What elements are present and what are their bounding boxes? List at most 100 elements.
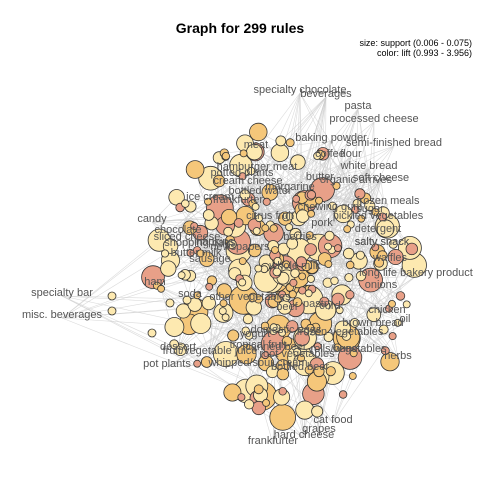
item-label: potted plants — [211, 167, 274, 179]
rule-node — [237, 393, 246, 402]
item-label: baking powder — [295, 132, 367, 144]
rule-node — [251, 202, 260, 211]
item-label: frozen vegetables — [297, 326, 384, 338]
item-label: butter — [306, 171, 334, 183]
rule-node — [364, 200, 376, 212]
rule-node — [260, 321, 270, 331]
rule-node — [249, 122, 268, 142]
rule-node — [227, 329, 240, 342]
rule-node — [343, 247, 355, 260]
item-label: long life bakery product — [359, 267, 473, 279]
rule-node — [294, 330, 310, 347]
rule-node — [278, 328, 287, 337]
item-label: soda — [178, 288, 203, 300]
rule-node — [388, 332, 397, 341]
rule-node — [253, 384, 264, 395]
rule-node — [304, 243, 318, 256]
item-label: bottled water — [229, 185, 292, 197]
item-label: canned beer — [245, 341, 306, 353]
item-label: meat — [244, 139, 268, 151]
figure-title: Graph for 299 rules — [175, 20, 305, 36]
rule-node — [290, 154, 306, 170]
item-label: flour — [340, 148, 362, 160]
rule-node — [298, 272, 307, 281]
item-label: bottled beer — [271, 361, 329, 373]
item-label: curd — [319, 300, 340, 312]
rule-node — [252, 227, 261, 235]
rule-node — [186, 248, 195, 257]
rule-node — [238, 172, 247, 181]
legend-size-text: size: support (0.006 - 0.075) — [359, 38, 472, 48]
rule-node — [164, 317, 185, 337]
item-label: specialty bar — [31, 287, 93, 299]
item-label: margarine — [265, 181, 315, 193]
rule-node — [324, 230, 335, 241]
rule-node — [296, 354, 305, 363]
rule-node — [325, 366, 336, 377]
rule-node — [319, 296, 330, 307]
rule-node — [344, 273, 354, 283]
rule-edge — [280, 96, 327, 142]
rule-node — [285, 212, 294, 221]
rule-node — [233, 218, 244, 228]
rule-node — [292, 297, 303, 307]
rule-node — [332, 181, 341, 190]
item-label: vegetables — [333, 343, 387, 355]
rule-node — [328, 201, 337, 211]
rule-node — [227, 239, 237, 250]
rule-edge — [209, 156, 227, 355]
item-label: onions — [365, 279, 398, 291]
item-label: sliced cheese — [154, 231, 221, 243]
rule-node — [242, 313, 254, 325]
rule-node — [293, 231, 302, 240]
rule-node — [201, 356, 213, 368]
rule-node — [351, 205, 360, 214]
item-label: frankfurter — [248, 435, 298, 447]
rule-node — [380, 346, 390, 356]
rule-node — [201, 295, 216, 311]
item-label: napkins — [196, 236, 234, 248]
rule-node — [285, 223, 294, 232]
item-label: sugar — [356, 203, 384, 215]
rule-node — [221, 313, 230, 322]
rule-edge — [329, 209, 371, 281]
rule-node — [269, 224, 278, 233]
item-label: frankfurter — [213, 194, 263, 206]
item-label: ice cream — [186, 191, 234, 203]
rule-node — [388, 239, 398, 249]
item-label: cream cheese — [213, 175, 282, 187]
rule-node — [238, 278, 247, 287]
rule-node — [341, 331, 352, 341]
rule-node — [169, 339, 179, 350]
rule-node — [324, 242, 332, 251]
rule-node — [275, 135, 287, 147]
rule-node — [380, 352, 400, 372]
rule-node — [378, 324, 389, 335]
item-label: coffee — [315, 148, 345, 160]
rule-node — [239, 189, 251, 201]
rule-node — [239, 149, 248, 158]
rule-edge — [318, 156, 352, 377]
item-label: semi-finished bread — [346, 137, 442, 149]
rule-node — [330, 276, 339, 285]
rule-node — [147, 328, 157, 338]
rule-node — [285, 138, 295, 148]
rule-node — [306, 274, 315, 283]
rule-node — [182, 295, 192, 305]
rule-node — [196, 249, 205, 258]
rule-node — [307, 209, 316, 218]
rule-node — [395, 291, 406, 301]
rule-node — [311, 405, 324, 418]
rule-node — [349, 318, 360, 328]
rule-node — [315, 196, 323, 205]
rule-node — [107, 291, 117, 301]
rule-node — [157, 284, 166, 293]
item-label: butter milk — [171, 247, 222, 259]
item-label: processed cheese — [329, 113, 418, 125]
item-label: frozen meals — [357, 195, 420, 207]
rule-node — [216, 283, 232, 299]
item-label: oil — [399, 313, 410, 325]
rule-node — [354, 188, 366, 200]
item-label: detergent — [355, 223, 401, 235]
